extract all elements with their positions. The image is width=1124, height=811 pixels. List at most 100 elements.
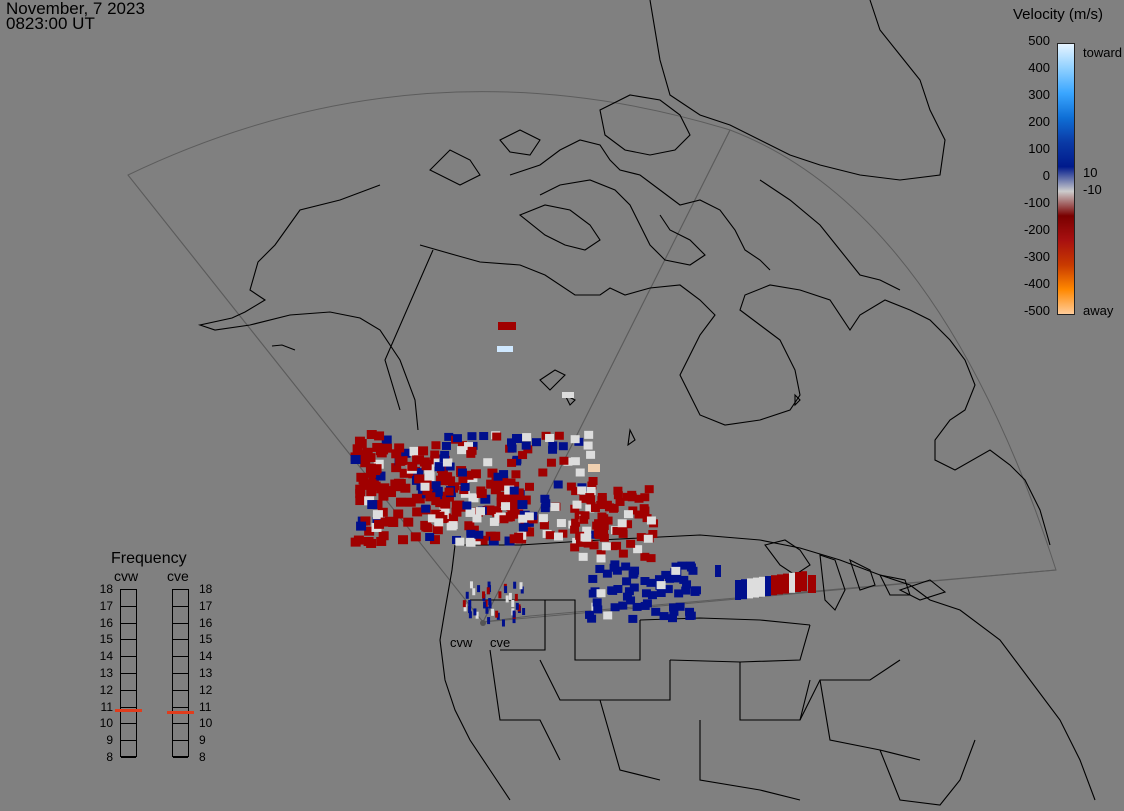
echo-cell: [671, 566, 681, 575]
echo-cell: [429, 535, 440, 545]
echo-cell: [548, 441, 558, 450]
echo-cell: [375, 471, 386, 481]
echo-cell: [355, 484, 366, 494]
frequency-cell: [173, 624, 188, 641]
echo-cell: [615, 497, 625, 506]
echo-cell: [434, 518, 444, 527]
echo-cell: [514, 593, 518, 601]
echo-cell: [636, 533, 646, 542]
velocity-tick: 400: [1028, 60, 1050, 75]
frequency-cell: [173, 691, 188, 708]
echo-cell: [618, 549, 628, 558]
echo-cell: [570, 543, 580, 552]
frequency-cell: [121, 708, 136, 725]
echo-cell: [691, 586, 701, 595]
echo-cell: [488, 601, 492, 609]
echo-cell: [579, 494, 589, 503]
echo-cell: [499, 515, 509, 524]
echo-cell: [451, 500, 461, 509]
echo-cell: [473, 608, 477, 616]
echo-cell: [513, 509, 524, 519]
frequency-cell: [121, 724, 136, 742]
frequency-cell: [121, 674, 136, 691]
echo-cell: [585, 504, 595, 513]
echo-cell: [518, 523, 528, 532]
frequency-level-label: 17: [99, 598, 113, 613]
echo-cell: [504, 536, 515, 546]
radar-sites: [480, 620, 486, 626]
echo-cell: [771, 575, 777, 596]
frequency-cell: [121, 590, 136, 607]
echo-cell: [634, 510, 644, 519]
echo-cell: [487, 468, 498, 478]
echo-cell: [507, 458, 517, 467]
echo-cell: [612, 541, 622, 550]
echo-cell: [518, 514, 528, 523]
echo-cell: [483, 601, 487, 609]
time-label: 0823:00 UT: [6, 14, 95, 33]
echo-cell: [486, 587, 490, 595]
echo-cell: [517, 500, 528, 510]
echo-cell: [575, 468, 585, 477]
echo-cell: [468, 606, 472, 614]
velocity-tick: -400: [1023, 276, 1050, 291]
echo-cell: [571, 518, 581, 527]
echo-cell: [640, 493, 650, 502]
velocity-tick: -500: [1023, 303, 1050, 318]
echo-cell: [795, 572, 801, 592]
echo-cell: [481, 591, 485, 599]
echo-cell: [501, 502, 511, 511]
echo-cell: [476, 507, 486, 516]
echo-cell: [449, 514, 459, 523]
echo-cell: [496, 491, 507, 501]
echo-cell: [670, 574, 680, 583]
echo-cell: [522, 433, 532, 442]
frequency-level-label: 14: [199, 649, 213, 664]
echo-cell: [383, 486, 394, 496]
frequency-level-label: 18: [199, 582, 213, 596]
echo-cell: [647, 591, 657, 600]
echo-cell: [391, 449, 402, 459]
echo-cell: [395, 456, 406, 466]
echo-cell: [585, 610, 595, 619]
echo-cell: [438, 491, 449, 501]
echo-cell: [390, 479, 401, 489]
echo-cell: [409, 446, 420, 456]
echo-cell: [486, 479, 497, 489]
echo-cell: [467, 432, 477, 441]
echo-cell: [686, 611, 696, 620]
echo-cell: [444, 487, 454, 496]
away-label: away: [1083, 303, 1114, 318]
velocity-colorbar: [1057, 43, 1075, 315]
echo-cell: [480, 494, 491, 504]
echo-cell: [364, 526, 375, 536]
echo-cell: [424, 472, 435, 482]
echo-cell: [522, 607, 526, 615]
freq-radar-cve: cve: [167, 568, 189, 584]
echo-cell: [558, 442, 568, 451]
echo-cell: [434, 462, 445, 472]
frequency-level-label: 8: [106, 750, 113, 764]
echo-cell: [465, 507, 476, 517]
echo-cell: [553, 480, 563, 489]
echo-cell: [448, 521, 458, 530]
echo-cell: [496, 612, 500, 620]
echo-cell: [580, 533, 590, 542]
frequency-level-label: 8: [199, 750, 206, 764]
echo-cell: [505, 478, 516, 488]
echo-cell: [596, 589, 606, 598]
echo-cell: [393, 509, 404, 519]
echo-cell: [583, 441, 593, 450]
echo-cell: [659, 612, 669, 621]
echo-cell: [590, 503, 600, 512]
echo-cell: [641, 589, 651, 598]
echo-cell: [490, 506, 501, 516]
echo-cell: [463, 604, 467, 612]
echo-cell: [414, 474, 425, 484]
echo-cell: [596, 550, 606, 559]
echo-cell: [783, 573, 789, 594]
echo-cell: [520, 495, 531, 505]
echo-cell: [495, 610, 499, 618]
echo-cell: [354, 436, 365, 446]
echo-cell: [575, 531, 585, 540]
